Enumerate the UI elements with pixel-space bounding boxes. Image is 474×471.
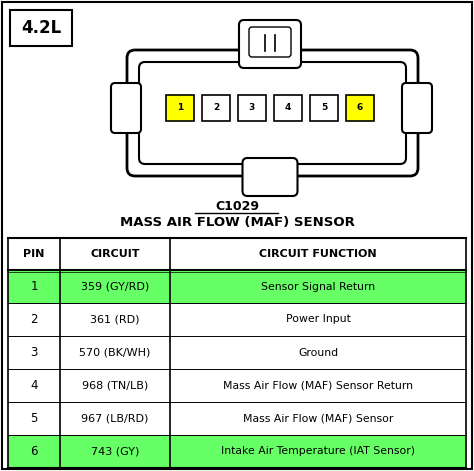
Bar: [8, 270, 466, 303]
Bar: [8, 435, 466, 468]
Text: 4: 4: [30, 379, 38, 392]
Bar: [346, 95, 374, 121]
Bar: [10, 10, 72, 46]
Text: 967 (LB/RD): 967 (LB/RD): [82, 414, 149, 423]
Bar: [166, 95, 194, 121]
Text: Power Input: Power Input: [285, 315, 350, 325]
Text: 3: 3: [249, 104, 255, 113]
FancyBboxPatch shape: [249, 27, 291, 57]
Bar: [8, 303, 466, 336]
Text: 1: 1: [30, 280, 38, 293]
Text: Mass Air Flow (MAF) Sensor: Mass Air Flow (MAF) Sensor: [243, 414, 393, 423]
Bar: [202, 95, 230, 121]
Text: 361 (RD): 361 (RD): [90, 315, 140, 325]
Text: Intake Air Temperature (IAT Sensor): Intake Air Temperature (IAT Sensor): [221, 447, 415, 456]
FancyBboxPatch shape: [111, 83, 141, 133]
Text: 2: 2: [30, 313, 38, 326]
Text: 968 (TN/LB): 968 (TN/LB): [82, 381, 148, 390]
Text: C1029: C1029: [215, 200, 259, 213]
Text: 359 (GY/RD): 359 (GY/RD): [81, 282, 149, 292]
Text: 2: 2: [213, 104, 219, 113]
Bar: [274, 95, 302, 121]
Text: 5: 5: [30, 412, 38, 425]
Bar: [8, 369, 466, 402]
Text: 743 (GY): 743 (GY): [91, 447, 139, 456]
Bar: [8, 238, 466, 270]
Text: 6: 6: [30, 445, 38, 458]
Text: CIRCUIT: CIRCUIT: [90, 249, 140, 259]
Text: CIRCUIT FUNCTION: CIRCUIT FUNCTION: [259, 249, 377, 259]
Text: Mass Air Flow (MAF) Sensor Return: Mass Air Flow (MAF) Sensor Return: [223, 381, 413, 390]
Text: 6: 6: [357, 104, 363, 113]
FancyBboxPatch shape: [239, 20, 301, 68]
FancyBboxPatch shape: [127, 50, 418, 176]
FancyBboxPatch shape: [139, 62, 406, 164]
Bar: [8, 402, 466, 435]
Bar: [238, 95, 266, 121]
Text: Ground: Ground: [298, 348, 338, 357]
Text: 4: 4: [285, 104, 291, 113]
Text: 4.2L: 4.2L: [21, 19, 61, 37]
Text: 1: 1: [177, 104, 183, 113]
Text: MASS AIR FLOW (MAF) SENSOR: MASS AIR FLOW (MAF) SENSOR: [119, 216, 355, 229]
Text: Sensor Signal Return: Sensor Signal Return: [261, 282, 375, 292]
FancyBboxPatch shape: [402, 83, 432, 133]
Text: 570 (BK/WH): 570 (BK/WH): [79, 348, 151, 357]
Bar: [310, 95, 338, 121]
Bar: [8, 336, 466, 369]
Text: PIN: PIN: [23, 249, 45, 259]
FancyBboxPatch shape: [243, 158, 298, 196]
Text: 3: 3: [30, 346, 38, 359]
Text: 5: 5: [321, 104, 327, 113]
